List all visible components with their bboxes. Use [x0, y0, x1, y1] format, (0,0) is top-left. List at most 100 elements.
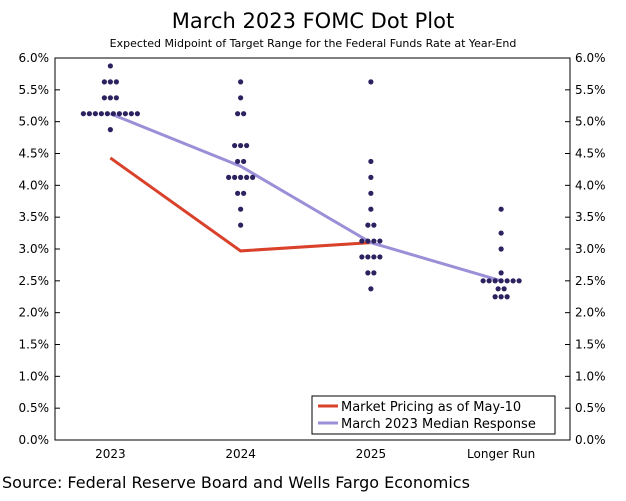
y-tick-label-left: 3.5% — [19, 210, 50, 224]
fomc-dot — [368, 206, 374, 212]
fomc-dot — [107, 127, 113, 133]
fomc-dot — [377, 254, 383, 260]
fomc-dot — [107, 63, 113, 69]
fomc-dot — [226, 174, 232, 180]
fomc-dot — [244, 174, 250, 180]
y-tick-label-right: 2.0% — [575, 306, 606, 320]
y-tick-label-right: 0.5% — [575, 401, 606, 415]
fomc-dot — [377, 238, 383, 244]
fomc-dot — [235, 111, 241, 117]
fomc-dot — [232, 142, 238, 149]
y-tick-label-left: 1.0% — [19, 369, 50, 383]
y-tick-label-right: 0.0% — [575, 433, 606, 447]
fomc-dot — [510, 278, 516, 284]
y-tick-label-left: 6.0% — [19, 51, 50, 65]
fomc-dot — [238, 142, 244, 149]
y-tick-label-right: 1.5% — [575, 338, 606, 352]
fomc-dot — [504, 278, 510, 284]
fomc-dot — [116, 111, 122, 117]
x-tick-label: 2025 — [356, 447, 387, 461]
fomc-dot — [498, 294, 504, 300]
fomc-dot — [235, 190, 241, 196]
fomc-dot — [101, 95, 107, 101]
y-tick-label-left: 0.0% — [19, 433, 50, 447]
legend-median-label: March 2023 Median Response — [341, 417, 536, 432]
fomc-dot — [371, 238, 377, 244]
fomc-dot — [486, 278, 492, 284]
fomc-dot — [98, 111, 104, 117]
fomc-dot — [238, 174, 244, 180]
x-tick-label: 2023 — [95, 447, 126, 461]
y-tick-label-right: 2.5% — [575, 274, 606, 288]
fomc-dot — [371, 270, 377, 276]
fomc-dot — [498, 206, 504, 212]
fomc-dot — [359, 238, 365, 244]
fomc-dot — [107, 95, 113, 101]
y-tick-label-left: 4.5% — [19, 147, 50, 161]
y-tick-label-right: 3.0% — [575, 242, 606, 256]
fomc-dot — [365, 254, 371, 260]
fomc-dot — [368, 158, 374, 165]
fomc-dot — [80, 111, 86, 117]
y-tick-label-left: 1.5% — [19, 338, 50, 352]
fomc-dot — [232, 174, 238, 180]
fomc-dot — [101, 79, 107, 85]
fomc-dot — [371, 222, 377, 228]
fomc-dot — [128, 111, 134, 117]
fomc-dot — [368, 190, 374, 196]
y-tick-label-left: 2.5% — [19, 274, 50, 288]
fomc-dot — [238, 206, 244, 212]
y-tick-label-left: 5.0% — [19, 115, 50, 129]
y-tick-label-left: 4.0% — [19, 178, 50, 192]
fomc-dot — [113, 95, 119, 101]
fomc-dot — [498, 278, 504, 284]
fomc-dot — [238, 222, 244, 228]
fomc-dot — [365, 238, 371, 244]
fomc-dot — [241, 190, 247, 196]
y-tick-label-right: 5.0% — [575, 115, 606, 129]
fomc-dot — [238, 79, 244, 85]
y-tick-label-right: 6.0% — [575, 51, 606, 65]
fomc-dot — [92, 111, 98, 117]
fomc-dot — [110, 111, 116, 117]
fomc-dot — [501, 286, 507, 292]
fomc-dot — [368, 79, 374, 85]
fomc-dot — [241, 111, 247, 117]
fomc-dot — [480, 278, 486, 284]
fomc-dot — [368, 174, 374, 180]
fomc-dot — [134, 111, 140, 117]
legend-market-label: Market Pricing as of May-10 — [341, 400, 521, 415]
fomc-dot — [113, 79, 119, 85]
fomc-dot — [250, 174, 256, 180]
fomc-dot — [122, 111, 128, 117]
y-tick-label-left: 0.5% — [19, 401, 50, 415]
fomc-dot — [504, 294, 510, 300]
source-note: Source: Federal Reserve Board and Wells … — [2, 473, 470, 492]
fomc-dot — [495, 286, 501, 292]
fomc-dot — [86, 111, 92, 117]
fomc-dot — [492, 278, 498, 284]
fomc-dot — [235, 158, 241, 165]
chart-title: March 2023 FOMC Dot Plot — [172, 9, 454, 33]
y-tick-label-right: 3.5% — [575, 210, 606, 224]
y-tick-label-right: 4.5% — [575, 147, 606, 161]
x-tick-label: Longer Run — [467, 447, 535, 461]
fomc-dot — [359, 254, 365, 260]
y-tick-label-left: 2.0% — [19, 306, 50, 320]
fomc-dot — [365, 270, 371, 276]
fomc-dot — [498, 270, 504, 276]
fomc-dot — [492, 294, 498, 300]
y-tick-label-left: 5.5% — [19, 83, 50, 97]
y-tick-label-right: 4.0% — [575, 178, 606, 192]
y-tick-label-left: 3.0% — [19, 242, 50, 256]
y-tick-label-right: 1.0% — [575, 369, 606, 383]
fomc-dot — [371, 254, 377, 260]
y-tick-label-right: 5.5% — [575, 83, 606, 97]
x-tick-label: 2024 — [225, 447, 256, 461]
chart-subtitle: Expected Midpoint of Target Range for th… — [110, 37, 517, 50]
fomc-dot — [368, 286, 374, 292]
fomc-dot — [516, 278, 522, 284]
fomc-dot — [241, 158, 247, 165]
median-response-line — [109, 112, 502, 283]
